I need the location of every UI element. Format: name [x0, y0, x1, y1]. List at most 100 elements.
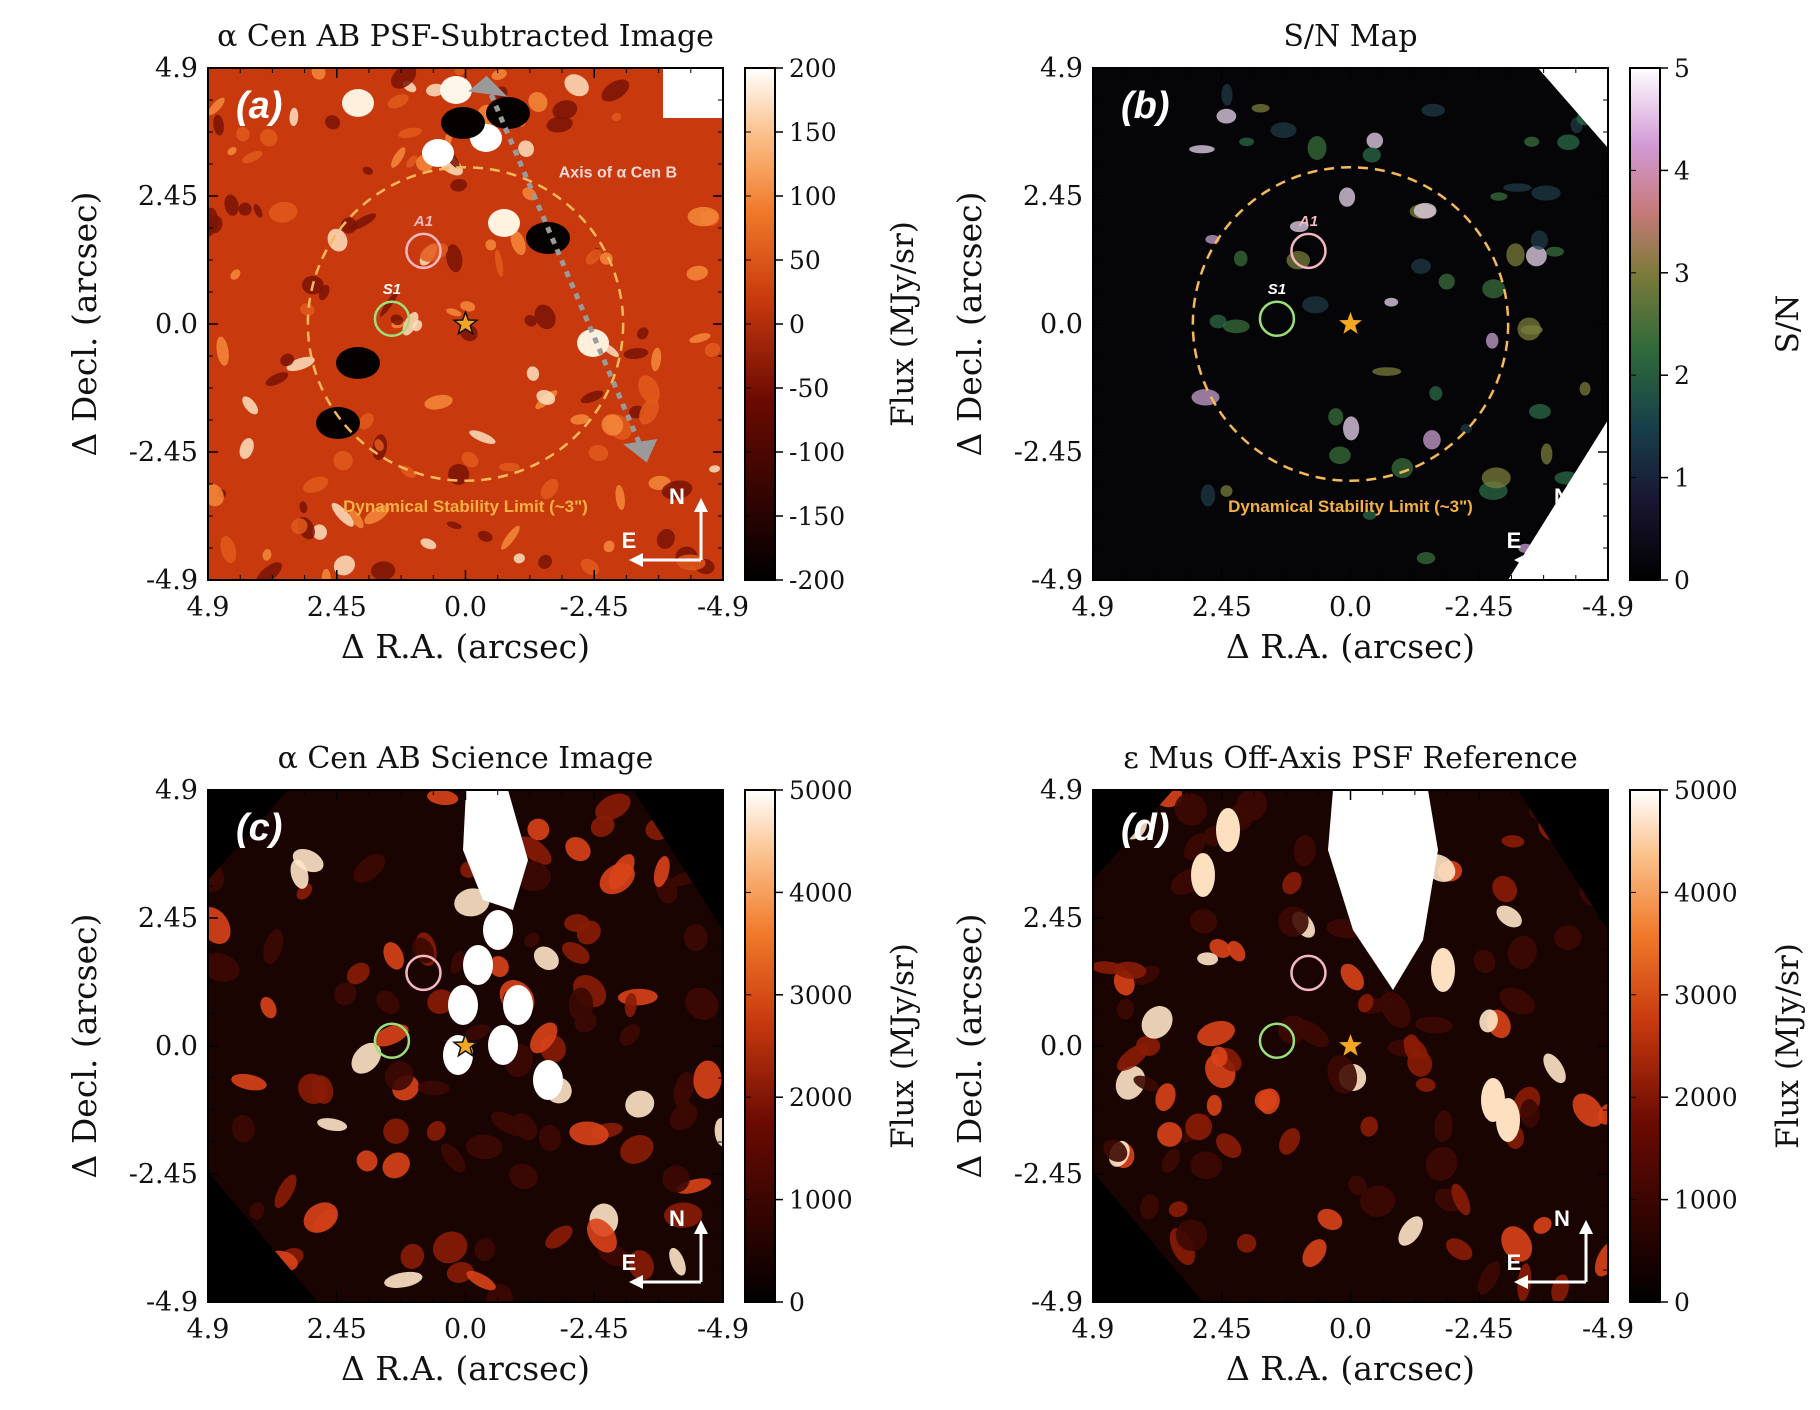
speckle — [1236, 1233, 1257, 1253]
speckle — [220, 536, 237, 564]
speckle — [427, 989, 454, 1014]
y-tick-label: -4.9 — [146, 1287, 198, 1318]
speckle — [213, 114, 224, 136]
speckle — [224, 194, 239, 216]
source-label: S1 — [1268, 281, 1286, 298]
x-tick-label: -2.45 — [1445, 1314, 1514, 1345]
snr-feature — [1233, 250, 1248, 267]
speckle — [253, 204, 263, 218]
speckle — [1451, 1183, 1471, 1216]
bright-speckle — [533, 1060, 563, 1100]
east-arrowhead — [1514, 1275, 1528, 1289]
speckle — [568, 987, 594, 1022]
speckle — [611, 112, 622, 122]
speckle — [1446, 1238, 1473, 1261]
panel-title: α Cen AB PSF-Subtracted Image — [217, 19, 714, 54]
x-tick-label: 2.45 — [1192, 592, 1252, 623]
panel-d: N E (d) 4.9 4.9 2.45 2.45 0.0 0.0 -2.45 -2.45 -4.9 -… — [950, 741, 1806, 1388]
snr-feature — [1557, 134, 1580, 151]
speckle — [303, 476, 329, 493]
colorbar-tick-label: 5000 — [789, 776, 853, 805]
speckle — [538, 1124, 562, 1152]
masked-corner — [1093, 790, 1173, 880]
snr-feature — [1222, 319, 1250, 334]
x-tick-label: 4.9 — [1072, 592, 1115, 623]
speckle — [333, 451, 353, 471]
x-tick-label: 0.0 — [1329, 1314, 1372, 1345]
speckle — [1161, 1148, 1180, 1174]
colorbar-label: S/N — [1770, 295, 1806, 354]
speckle — [236, 126, 250, 142]
speckle — [580, 390, 604, 404]
colorbar-tick-label: 4000 — [789, 878, 853, 907]
x-tick-label: 4.9 — [187, 592, 230, 623]
snr-feature — [1307, 136, 1327, 161]
snr-feature — [1517, 317, 1541, 341]
speckle — [1168, 1201, 1188, 1218]
colorbar-tick-label: 0 — [1674, 1288, 1690, 1317]
y-axis-label: Δ Decl. (arcsec) — [950, 914, 989, 1179]
snr-feature — [1460, 423, 1473, 434]
bright-residual — [577, 329, 609, 357]
speckle — [534, 304, 556, 330]
colorbar-tick-label: 2000 — [789, 1083, 853, 1112]
star-marker — [452, 1031, 479, 1058]
speckle — [466, 1270, 496, 1291]
speckle — [426, 1120, 446, 1141]
east-arrowhead — [629, 553, 643, 567]
snr-feature — [1221, 83, 1233, 106]
speckle — [1216, 1133, 1242, 1158]
x-axis-label: Δ R.A. (arcsec) — [1226, 1349, 1475, 1388]
speckle — [380, 290, 399, 317]
dark-residual — [486, 97, 530, 129]
speckle — [545, 1225, 573, 1249]
compass-north: N — [1554, 1206, 1570, 1231]
speckle — [1155, 1083, 1176, 1111]
colorbar-tick-label: 4 — [1674, 156, 1690, 185]
dark-residual — [316, 407, 360, 439]
stability-limit-circle — [1191, 166, 1510, 482]
y-axis-label: Δ Decl. (arcsec) — [65, 192, 104, 457]
bright-speckle — [463, 945, 493, 985]
speckle — [208, 97, 225, 116]
masked-corner — [1093, 1172, 1203, 1302]
speckle — [286, 356, 315, 372]
snr-feature — [1189, 145, 1215, 154]
speckle — [400, 1243, 425, 1270]
panel-label: (c) — [236, 807, 282, 849]
x-axis-label: Δ R.A. (arcsec) — [341, 1349, 590, 1388]
speckle — [709, 465, 721, 473]
source-circle — [1258, 300, 1296, 338]
speckle — [262, 549, 272, 561]
star-marker — [1339, 312, 1362, 334]
x-tick-label: 2.45 — [307, 592, 367, 623]
masked-corner — [208, 1172, 318, 1302]
speckle — [291, 518, 308, 535]
source-circle — [405, 232, 442, 270]
masked-corner — [1538, 68, 1608, 148]
speckle — [619, 1024, 640, 1046]
speckle — [1189, 909, 1218, 934]
compass-east: E — [1507, 1250, 1522, 1275]
x-tick-label: 2.45 — [1192, 1314, 1252, 1345]
snr-feature — [1239, 137, 1255, 147]
speckle — [518, 836, 552, 865]
panel-title: S/N Map — [1283, 19, 1417, 54]
speckle — [656, 528, 675, 549]
speckle — [689, 333, 711, 344]
speckle — [538, 554, 552, 569]
bright-speckle — [503, 985, 533, 1025]
snr-feature — [1540, 443, 1553, 465]
x-tick-label: 4.9 — [187, 1314, 230, 1345]
snr-feature — [1530, 230, 1549, 250]
speckle — [1113, 961, 1147, 979]
snr-feature — [1429, 386, 1443, 401]
snr-feature — [1413, 202, 1437, 219]
y-tick-label: 2.45 — [138, 903, 198, 934]
speckle — [1209, 939, 1232, 958]
panel-title: α Cen AB Science Image — [278, 741, 654, 776]
bright-speckle — [488, 1025, 518, 1065]
speckle — [454, 888, 490, 917]
y-tick-label: 0.0 — [155, 1031, 198, 1062]
speckle — [1425, 1146, 1458, 1181]
